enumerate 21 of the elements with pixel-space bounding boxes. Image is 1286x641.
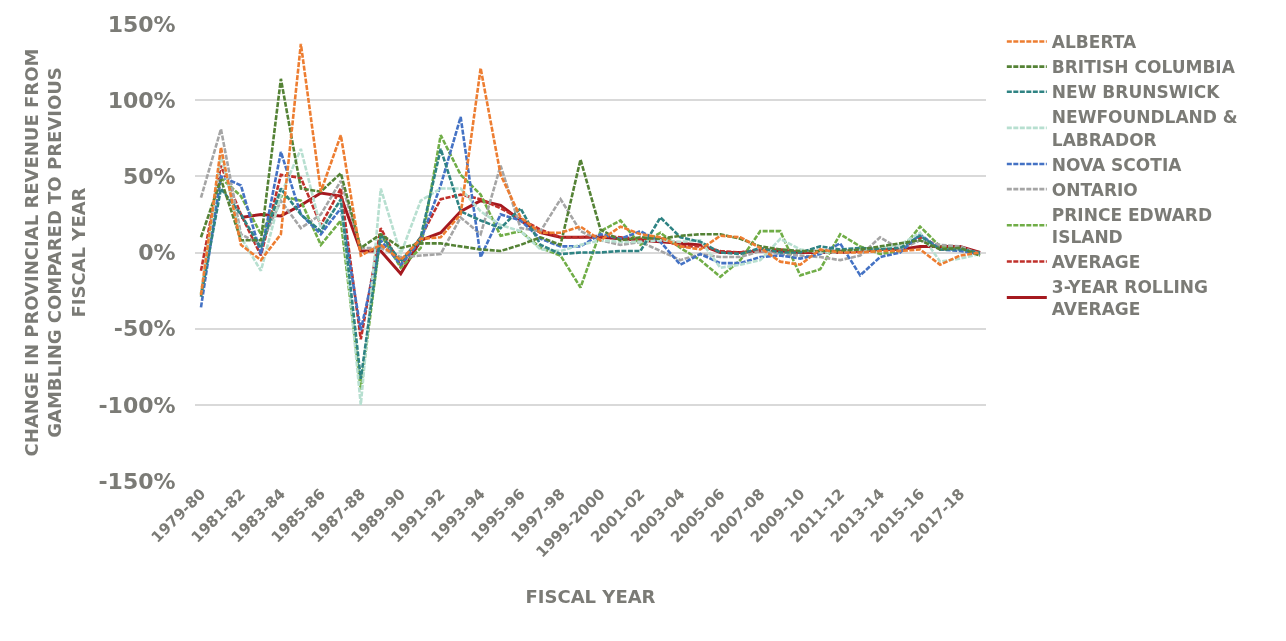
y-tick-label: 100% — [107, 87, 176, 113]
y-axis-title: CHANGE IN PROVINCIAL REVENUE FROM GAMBLING COMPARED TO PREVIOUS FISCAL YEAR — [20, 48, 89, 457]
legend-label: NOVA SCOTIA — [1051, 154, 1183, 175]
y-tick-label: 50% — [122, 164, 176, 190]
legend-label: PRINCE EDWARD ISLAND — [1051, 204, 1213, 247]
legend-label: AVERAGE — [1051, 252, 1141, 273]
line-series — [199, 115, 982, 332]
y-tick-label: -150% — [98, 468, 176, 494]
legend-label: ALBERTA — [1051, 32, 1137, 53]
x-axis-title: FISCAL YEAR — [525, 586, 656, 608]
legend-label: NEW BRUNSWICK — [1051, 82, 1221, 103]
line-series — [199, 77, 982, 257]
y-tick-label: -100% — [98, 392, 176, 418]
legend-label: BRITISH COLUMBIA — [1051, 57, 1236, 78]
y-tick-label: 0% — [138, 240, 176, 266]
y-tick-label: 150% — [107, 11, 176, 37]
y-tick-label: -50% — [113, 316, 176, 342]
legend-label: 3-YEAR ROLLING AVERAGE — [1051, 277, 1209, 320]
legend-label: ONTARIO — [1051, 179, 1138, 200]
legend-label: NEWFOUNDLAND & LABRADOR — [1051, 107, 1238, 150]
line-series — [199, 42, 982, 297]
